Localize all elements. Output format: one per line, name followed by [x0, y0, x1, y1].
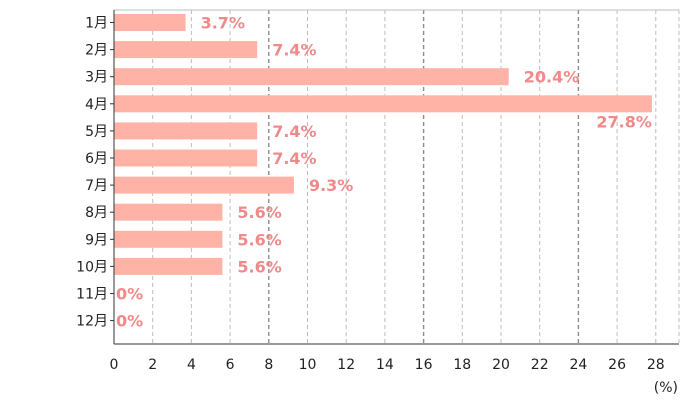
- value-label: 0%: [116, 312, 143, 331]
- x-axis-unit-label: (%): [654, 380, 678, 396]
- bar-9: [114, 230, 223, 248]
- x-tick-label: 8: [264, 357, 273, 373]
- category-label: 1月: [85, 16, 108, 32]
- bar-4: [114, 95, 652, 113]
- labels: 1月 2月 3月 4月 5月 6月 7月 8月 9月 10月 11月 12月 3.7% 7.4% 20.4%…: [76, 14, 665, 374]
- x-tick-label: 20: [492, 357, 510, 373]
- category-label: 12月: [76, 314, 108, 330]
- category-label: 7月: [85, 178, 108, 194]
- x-tick-label: 14: [376, 357, 394, 373]
- bar-5: [114, 122, 258, 140]
- bar-8: [114, 203, 223, 221]
- x-tick-label: 4: [187, 357, 196, 373]
- bar-10: [114, 257, 223, 275]
- grid: [114, 9, 680, 344]
- value-label: 20.4%: [524, 68, 580, 87]
- bars: [114, 14, 652, 275]
- category-label: 3月: [85, 70, 108, 86]
- value-label: 5.6%: [237, 203, 281, 222]
- category-label: 11月: [76, 287, 108, 303]
- bar-1: [114, 14, 186, 31]
- bar-7: [114, 176, 294, 194]
- x-tick-label: 22: [531, 357, 549, 373]
- bar-6: [114, 149, 258, 167]
- category-label: 4月: [85, 97, 108, 113]
- category-label: 10月: [76, 259, 108, 275]
- category-label: 6月: [85, 151, 108, 167]
- x-tick-label: 12: [337, 357, 355, 373]
- x-tick-label: 28: [647, 357, 665, 373]
- value-label: 7.4%: [272, 41, 316, 60]
- value-label: 9.3%: [309, 176, 353, 195]
- value-label: 27.8%: [596, 112, 652, 131]
- value-label: 3.7%: [201, 14, 245, 33]
- x-tick-label: 6: [226, 357, 235, 373]
- axes: [110, 10, 679, 345]
- x-tick-label: 18: [453, 357, 471, 373]
- category-label: 5月: [85, 124, 108, 140]
- value-label: 0%: [116, 285, 143, 304]
- value-label: 5.6%: [237, 257, 281, 276]
- x-tick-label: 0: [110, 357, 119, 373]
- value-label: 7.4%: [272, 122, 316, 141]
- x-tick-label: 2: [148, 357, 157, 373]
- value-label: 5.6%: [237, 230, 281, 249]
- category-label: 8月: [85, 205, 108, 221]
- category-label: 9月: [85, 232, 108, 248]
- bar-3: [114, 68, 509, 86]
- bar-2: [114, 41, 258, 59]
- x-tick-label: 24: [569, 357, 587, 373]
- value-label: 7.4%: [272, 149, 316, 168]
- x-tick-label: 10: [299, 357, 317, 373]
- x-tick-label: 16: [415, 357, 433, 373]
- category-label: 2月: [85, 43, 108, 59]
- x-tick-label: 26: [608, 357, 626, 373]
